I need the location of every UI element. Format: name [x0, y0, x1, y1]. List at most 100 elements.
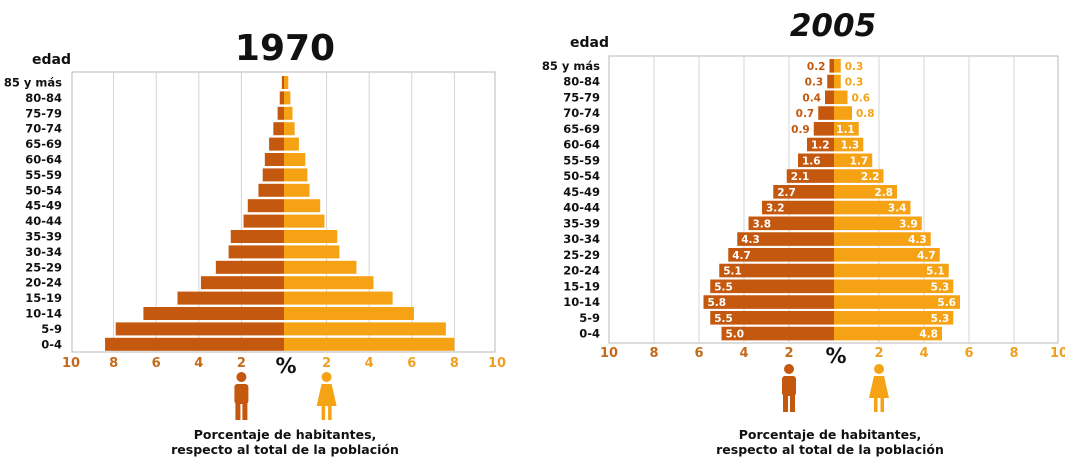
male-bar-2005 — [813, 122, 834, 136]
female-value-label-2005: 4.3 — [908, 234, 927, 246]
woman-icon — [316, 372, 337, 420]
male-value-label-2005: 0.4 — [802, 92, 821, 104]
xtick-label-1970: 4 — [194, 356, 203, 371]
female-bar-2005 — [834, 90, 848, 105]
female-value-label-2005: 1.7 — [850, 155, 869, 167]
percent-symbol-2005: % — [825, 344, 846, 368]
female-bar-1970 — [284, 153, 306, 166]
male-value-label-2005: 5.5 — [714, 313, 733, 325]
male-bar-1970 — [115, 322, 284, 336]
age-label-2005: 55-59 — [563, 153, 600, 167]
male-bar-1970 — [177, 291, 284, 305]
female-bar-2005 — [834, 122, 859, 136]
man-icon-part — [242, 402, 248, 420]
plot-frame-1970 — [71, 71, 496, 353]
male-value-label-2005: 4.7 — [732, 250, 751, 262]
male-value-label-2005: 0.7 — [796, 108, 815, 120]
male-bar-2005 — [807, 137, 834, 152]
female-bar-1970 — [284, 122, 295, 136]
male-bar-2005 — [762, 200, 834, 215]
male-bar-2005 — [728, 248, 834, 262]
age-label-2005: 50-54 — [563, 169, 600, 183]
woman-icon-part — [321, 405, 326, 420]
female-bar-1970 — [284, 183, 310, 197]
female-value-label-2005: 3.4 — [888, 203, 907, 215]
male-bar-1970 — [215, 260, 284, 274]
female-value-label-2005: 4.7 — [917, 250, 936, 262]
age-label-2005: 75-79 — [563, 90, 600, 104]
female-bar-2005 — [834, 185, 897, 199]
age-label-2005: 60-64 — [563, 138, 600, 152]
male-bar-1970 — [277, 106, 284, 120]
male-bar-2005 — [818, 106, 834, 120]
female-value-label-2005: 3.9 — [899, 218, 918, 230]
female-bar-2005 — [834, 137, 864, 152]
male-bar-1970 — [243, 214, 284, 228]
female-bar-2005 — [834, 263, 949, 278]
female-bar-1970 — [284, 307, 414, 320]
male-bar-1970 — [200, 276, 284, 290]
male-bar-2005 — [710, 311, 834, 325]
male-bar-1970 — [264, 153, 284, 166]
female-value-label-2005: 2.2 — [861, 171, 880, 183]
man-icon-part — [236, 372, 247, 382]
male-value-label-2005: 5.1 — [723, 266, 742, 278]
xtick-label-2005: 4 — [739, 346, 748, 361]
age-label-2005: 70-74 — [563, 106, 600, 120]
age-label-2005: 5-9 — [579, 311, 600, 325]
female-bar-2005 — [834, 153, 873, 168]
xtick-label-2005: 2 — [874, 346, 883, 361]
age-label-1970: 10-14 — [25, 307, 62, 321]
man-icon-part — [784, 364, 794, 374]
age-label-2005: 35-39 — [563, 216, 600, 230]
age-label-1970: 5-9 — [41, 322, 62, 336]
female-value-label-2005: 5.6 — [937, 297, 956, 309]
female-value-label-2005: 1.1 — [836, 124, 855, 136]
xtick-label-1970: 8 — [109, 356, 118, 371]
xtick-label-1970: 8 — [450, 356, 459, 371]
female-bar-2005 — [834, 279, 954, 294]
xtick-label-1970: 4 — [365, 356, 374, 371]
woman-icon-part — [874, 364, 884, 374]
female-bar-1970 — [284, 276, 374, 290]
male-bar-2005 — [773, 185, 834, 199]
male-bar-2005 — [786, 169, 834, 183]
age-label-2005: 20-24 — [563, 264, 600, 278]
male-value-label-2005: 3.2 — [766, 203, 785, 215]
age-label-1970: 85 y más — [4, 76, 62, 90]
female-bar-2005 — [834, 248, 940, 262]
xtick-label-1970: 2 — [322, 356, 331, 371]
female-value-label-2005: 0.3 — [845, 77, 864, 89]
man-icon-part — [235, 402, 241, 420]
female-value-label-2005: 1.3 — [841, 140, 860, 152]
xtick-label-2005: 10 — [1050, 346, 1065, 361]
man-icon-part — [783, 394, 788, 412]
age-label-2005: 30-34 — [563, 232, 600, 246]
male-bar-1970 — [230, 230, 284, 243]
male-bar-2005 — [703, 295, 834, 309]
age-label-1970: 65-69 — [25, 137, 62, 151]
age-label-1970: 80-84 — [25, 91, 62, 105]
age-label-1970: 35-39 — [25, 230, 62, 244]
male-value-label-2005: 0.9 — [791, 124, 810, 136]
age-label-1970: 70-74 — [25, 122, 62, 136]
male-bar-1970 — [228, 245, 284, 259]
age-label-2005: 65-69 — [563, 122, 600, 136]
woman-icon-part — [328, 405, 332, 420]
age-label-2005: 10-14 — [563, 295, 600, 309]
female-value-label-2005: 0.6 — [852, 92, 871, 104]
xtick-label-2005: 2 — [784, 346, 793, 361]
male-bar-1970 — [273, 122, 284, 136]
woman-icon — [869, 364, 889, 412]
female-bar-1970 — [284, 137, 299, 151]
percent-symbol-1970: % — [275, 354, 296, 378]
male-value-label-2005: 5.0 — [726, 329, 745, 341]
male-bar-2005 — [829, 59, 834, 73]
female-bar-1970 — [284, 106, 293, 120]
age-label-2005: 0-4 — [579, 327, 600, 341]
female-bar-2005 — [834, 311, 954, 325]
male-bar-2005 — [825, 90, 834, 105]
male-bar-2005 — [721, 326, 834, 341]
male-bar-2005 — [737, 232, 834, 246]
age-label-2005: 25-29 — [563, 248, 600, 262]
